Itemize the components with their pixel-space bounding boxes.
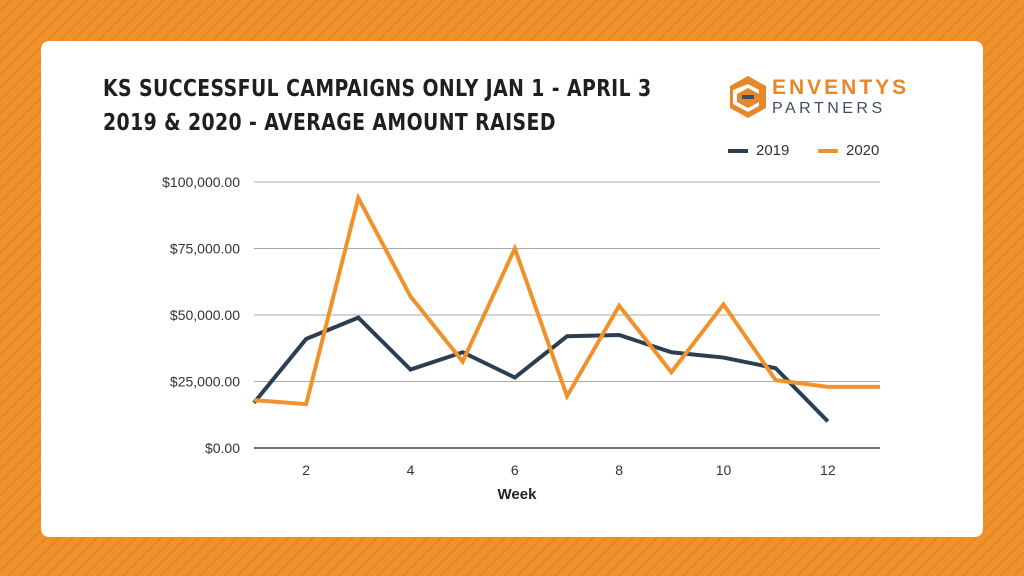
chart-title: KS SUCCESSFUL CAMPAIGNS ONLY JAN 1 - APR… — [103, 72, 703, 140]
legend-label-2020: 2020 — [846, 142, 880, 159]
chart-card — [41, 41, 983, 537]
enventys-partners-logo: ENVENTYS PARTNERS — [730, 74, 906, 124]
legend-swatch-2019 — [728, 149, 748, 153]
legend-label-2019: 2019 — [756, 142, 790, 159]
x-tick-label-1: 4 — [407, 462, 415, 478]
x-tick-label-0: 2 — [302, 462, 310, 478]
series-line-2019 — [252, 315, 830, 423]
y-tick-label-0: $0.00 — [205, 440, 240, 456]
x-tick-label-5: 12 — [820, 462, 836, 478]
chart-title-line-2: 2019 & 2020 - AVERAGE AMOUNT RAISED — [103, 110, 556, 136]
x-tick-label-2: 6 — [511, 462, 519, 478]
y-tick-label-4: $100,000.00 — [162, 174, 240, 190]
y-tick-label-2: $50,000.00 — [170, 307, 240, 323]
chart-title-line-1: KS SUCCESSFUL CAMPAIGNS ONLY JAN 1 - APR… — [103, 76, 652, 102]
y-tick-label-1: $25,000.00 — [170, 374, 240, 390]
x-tick-label-3: 8 — [615, 462, 623, 478]
logo-mark-icon — [730, 76, 766, 118]
y-tick-label-3: $75,000.00 — [170, 241, 240, 257]
x-tick-label-4: 10 — [716, 462, 732, 478]
logo-word-partners: PARTNERS — [772, 100, 886, 117]
legend-swatch-2020 — [818, 149, 838, 153]
x-axis-title: Week — [498, 486, 538, 503]
logo-word-enventys: ENVENTYS — [772, 76, 910, 99]
series-line-2020 — [253, 192, 880, 407]
